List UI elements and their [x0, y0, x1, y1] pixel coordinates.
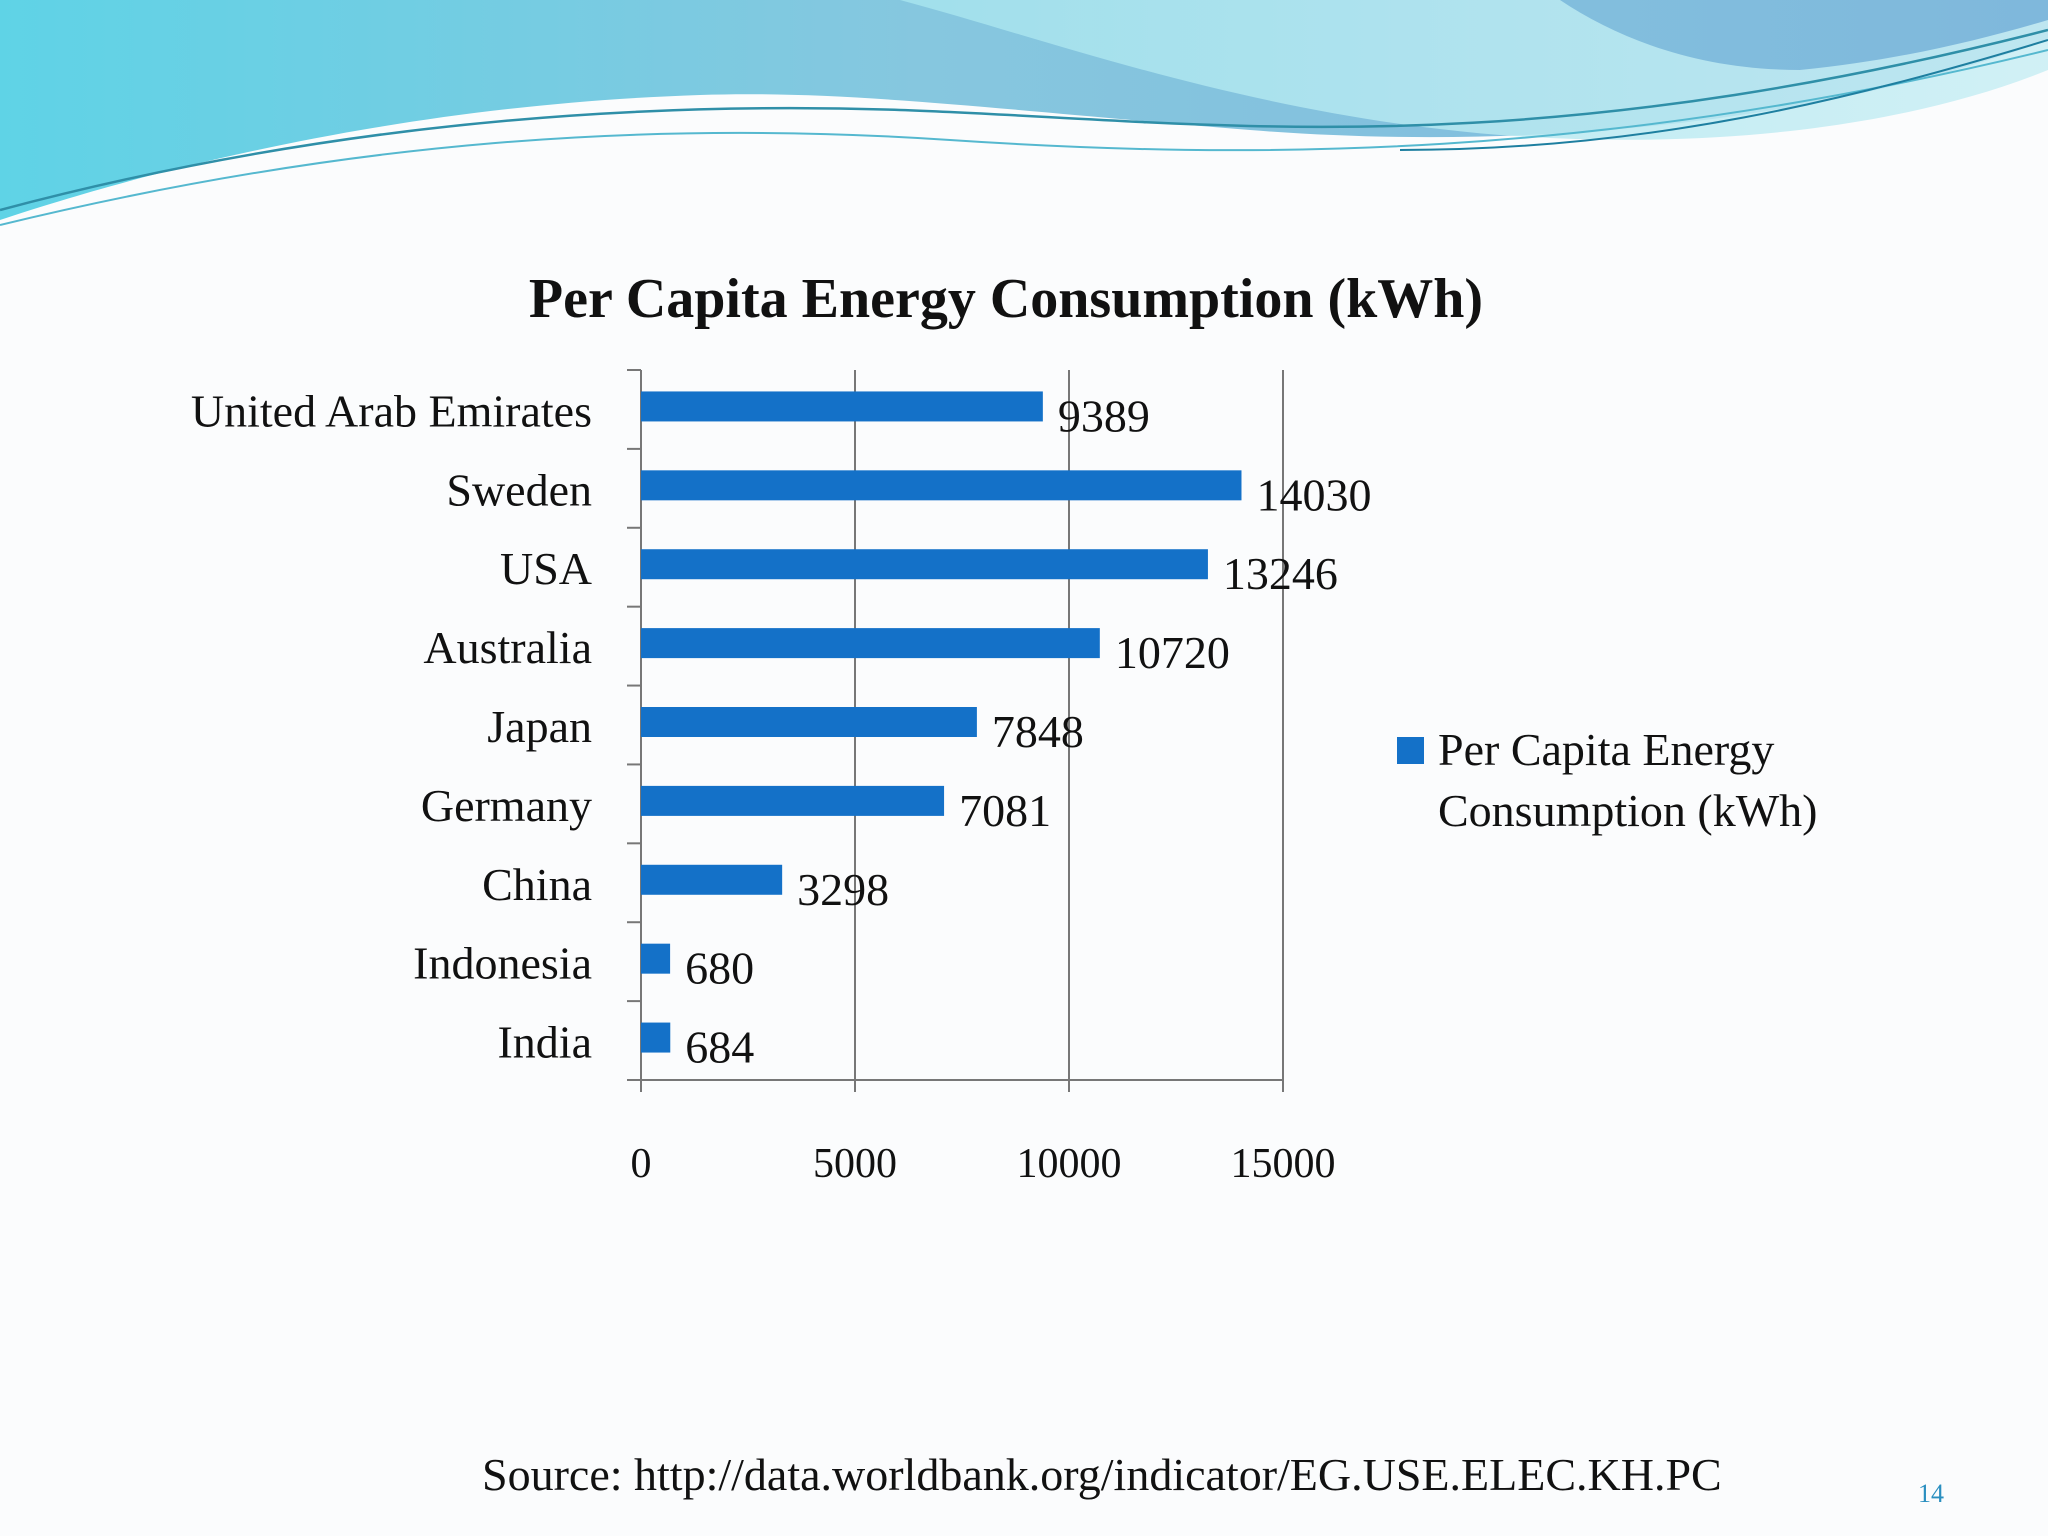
category-label: Sweden: [446, 464, 592, 515]
chart-title: Per Capita Energy Consumption (kWh): [529, 268, 1483, 330]
bar: [641, 1022, 671, 1053]
category-label: Australia: [423, 622, 592, 673]
value-label: 3298: [797, 864, 889, 915]
bar: [641, 628, 1100, 659]
bars: [641, 391, 1242, 1053]
category-label: Indonesia: [413, 938, 592, 989]
category-label: United Arab Emirates: [191, 385, 592, 436]
x-tick-label: 15000: [1231, 1141, 1336, 1187]
legend-label-line-1: Per Capita Energy: [1438, 724, 1774, 775]
bar: [641, 391, 1043, 422]
legend: Per Capita Energy Consumption (kWh): [1397, 724, 1817, 836]
value-label: 7081: [959, 785, 1051, 836]
category-label: India: [497, 1017, 592, 1068]
legend-swatch: [1397, 737, 1424, 764]
x-tick-label: 0: [631, 1141, 652, 1187]
category-label: China: [482, 859, 592, 910]
bar: [641, 864, 783, 895]
x-tick-labels: 0 5000 10000 15000: [631, 1141, 1336, 1187]
value-label: 7848: [992, 706, 1084, 757]
category-label: Germany: [421, 780, 592, 831]
category-labels: United Arab Emirates Sweden USA Australia Ja…: [191, 385, 592, 1067]
source-caption: Source: http://data.worldbank.org/indica…: [482, 1449, 1722, 1500]
bar: [641, 707, 977, 737]
x-tick-label: 10000: [1017, 1141, 1122, 1187]
bar: [641, 943, 671, 974]
x-tick-label: 5000: [813, 1141, 897, 1187]
value-label: 684: [685, 1022, 754, 1073]
category-label: USA: [500, 543, 592, 594]
bar: [641, 785, 945, 816]
value-label: 10720: [1115, 627, 1230, 678]
bar: [641, 470, 1242, 501]
value-labels: 9389 14030 13246 10720 7848 7081 3298 680 684: [685, 390, 1371, 1072]
value-label: 13246: [1223, 548, 1338, 599]
page-number: 14: [1918, 1479, 1944, 1508]
category-label: Japan: [487, 701, 592, 752]
bar: [641, 549, 1208, 580]
value-label: 680: [685, 943, 754, 994]
value-label: 9389: [1058, 390, 1150, 441]
value-label: 14030: [1256, 469, 1371, 520]
legend-label-line-2: Consumption (kWh): [1438, 785, 1817, 836]
